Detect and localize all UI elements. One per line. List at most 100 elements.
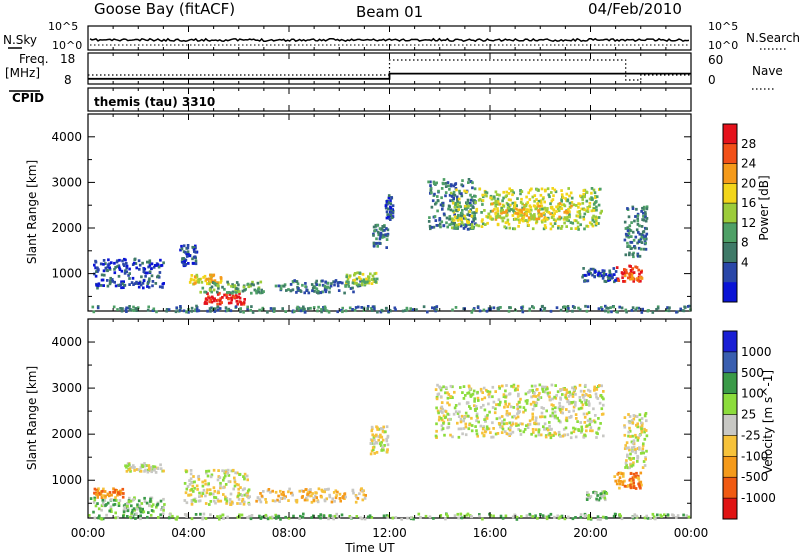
range-cell (120, 269, 124, 273)
range-cell (384, 306, 388, 310)
range-cell (333, 514, 337, 518)
range-cell (110, 261, 113, 265)
range-cell (331, 497, 334, 501)
range-cell (595, 195, 599, 199)
range-cell (620, 271, 624, 274)
range-cell (623, 447, 627, 450)
range-cell (567, 307, 570, 310)
range-cell (437, 224, 440, 227)
range-cell (503, 395, 507, 399)
range-cell (632, 483, 635, 487)
range-cell (588, 402, 591, 406)
range-cell (147, 279, 151, 283)
range-cell (574, 392, 577, 396)
range-cell (469, 193, 472, 197)
range-cell (482, 434, 486, 437)
range-cell (487, 427, 491, 431)
range-cell (93, 263, 96, 267)
range-cell (578, 396, 582, 399)
range-cell (426, 310, 429, 314)
range-cell (462, 385, 466, 388)
range-cell (479, 406, 483, 409)
range-cell (373, 277, 376, 281)
range-cell (528, 308, 531, 312)
range-cell (213, 282, 216, 285)
range-cell (552, 194, 555, 198)
range-cell (444, 517, 447, 521)
range-cell (553, 222, 557, 225)
range-cell (259, 517, 263, 520)
range-cell (146, 515, 149, 519)
range-cell (282, 284, 286, 288)
range-cell (216, 498, 220, 502)
range-cell (162, 261, 165, 265)
range-cell (456, 412, 460, 415)
range-cell (224, 306, 228, 310)
range-cell (489, 307, 492, 311)
range-cell (100, 508, 103, 512)
range-cell (532, 306, 535, 310)
range-cell (551, 414, 554, 418)
range-cell (236, 287, 240, 291)
range-cell (441, 201, 445, 205)
range-cell (582, 267, 585, 270)
range-cell (187, 310, 190, 314)
range-cell (675, 516, 678, 519)
range-cell (636, 277, 639, 280)
range-cell (588, 423, 592, 426)
range-cell (518, 221, 521, 224)
range-cell (347, 282, 350, 286)
range-cell (517, 218, 521, 222)
range-cell (645, 205, 649, 209)
range-cell (438, 415, 441, 419)
range-cell (639, 275, 642, 279)
range-cell (303, 291, 306, 295)
range-cell (533, 421, 536, 425)
range-cell (112, 305, 116, 309)
range-cell (530, 432, 533, 436)
colorbar-swatch (723, 183, 737, 204)
time-axis: 00:00 04:00 08:00 12:00 16:00 20:00 00:00 (71, 26, 708, 540)
range-cell (475, 223, 478, 227)
range-cell (433, 182, 436, 186)
range-cell (484, 223, 487, 226)
range-cell (595, 219, 598, 223)
range-cell (381, 309, 384, 313)
range-cell (467, 204, 470, 208)
range-cell (594, 217, 597, 220)
range-cell (343, 492, 347, 496)
freq-label: Freq. (19, 52, 49, 66)
range-cell (196, 488, 199, 491)
colorbar-tick-label: 8 (741, 236, 749, 250)
range-cell (93, 516, 97, 520)
range-cell (219, 499, 223, 503)
range-cell (619, 514, 622, 518)
range-cell (437, 418, 441, 422)
range-cell (231, 285, 235, 289)
range-cell (227, 297, 230, 301)
range-cell (94, 266, 97, 270)
range-cell (535, 401, 539, 405)
range-cell (537, 430, 541, 434)
range-cell (480, 211, 483, 214)
range-cell (603, 496, 607, 500)
range-cell (152, 307, 156, 311)
range-cell (535, 416, 538, 420)
range-cell (480, 397, 484, 401)
range-cell (485, 425, 489, 429)
range-cell (236, 515, 240, 519)
range-cell (535, 206, 538, 209)
range-cell (319, 291, 323, 294)
range-cell (500, 421, 503, 425)
range-cell (265, 500, 268, 504)
range-cell (471, 181, 474, 185)
range-cell (634, 433, 637, 437)
range-cell (600, 384, 603, 388)
range-cell (354, 306, 358, 309)
range-cell (147, 265, 150, 269)
power-cells (91, 178, 692, 314)
range-cell (267, 488, 271, 491)
range-cell (517, 394, 520, 398)
range-cell (104, 494, 107, 498)
range-cell (573, 219, 577, 222)
